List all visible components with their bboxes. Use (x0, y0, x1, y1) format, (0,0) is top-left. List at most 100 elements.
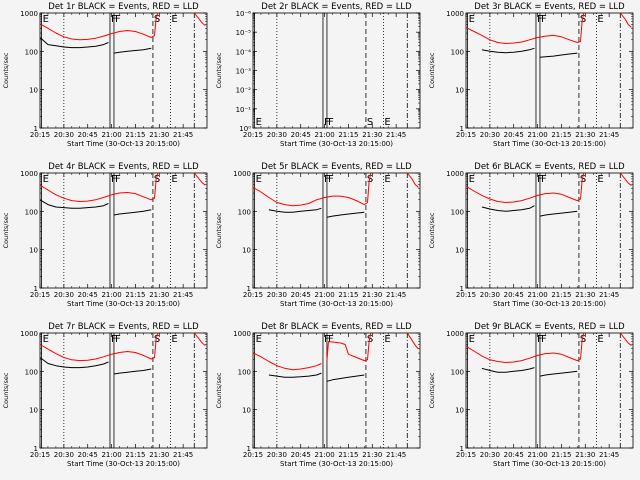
series-events-line (539, 370, 578, 377)
plot-frame (252, 172, 421, 289)
chart-title: Det 7r BLACK = Events, RED = LLD (48, 322, 199, 332)
x-tick-label: 21:00 (527, 131, 547, 139)
x-tick-label: 21:15 (338, 291, 358, 299)
plot-frame (39, 12, 208, 129)
x-axis-label: Start Time (30-Oct-13 20:15:00) (280, 140, 393, 148)
x-tick-label: 21:30 (149, 131, 169, 139)
y-tick-label: 1000 (20, 170, 38, 178)
y-axis-label: Counts/sec (2, 52, 10, 88)
x-axis-label: Start Time (30-Oct-13 20:15:00) (280, 460, 393, 468)
x-tick-label: 21:15 (125, 451, 145, 459)
event-marker-label: E (43, 174, 49, 185)
event-marker-label: S (367, 174, 373, 185)
event-marker-label: E (469, 174, 475, 185)
event-marker-label: E (597, 174, 603, 185)
series-lld-line (465, 332, 585, 363)
plot-frame (252, 12, 421, 129)
y-tick-label: 10⁻⁵ (236, 29, 252, 37)
y-tick-label: 10 (29, 407, 38, 415)
series-lld-line (326, 332, 372, 362)
x-tick-label: 20:15 (30, 451, 50, 459)
y-axis-label: Counts/sec (215, 52, 223, 88)
x-tick-label: 21:45 (173, 451, 193, 459)
x-tick-label: 21:30 (575, 131, 595, 139)
y-tick-label: 1000 (446, 330, 464, 338)
y-tick-label: 100 (451, 368, 464, 376)
x-tick-label: 20:30 (267, 451, 287, 459)
chart-title: Det 8r BLACK = Events, RED = LLD (261, 322, 412, 332)
x-tick-label: 20:30 (54, 291, 74, 299)
x-tick-label: 20:45 (78, 291, 98, 299)
event-marker-label: E (469, 14, 475, 25)
event-marker-label: E (256, 334, 262, 345)
x-tick-label: 21:45 (386, 291, 406, 299)
panel-det-7: Det 7r BLACK = Events, RED = LLD 1 10 100 10… (2, 322, 208, 468)
event-marker-label: F (328, 174, 334, 185)
series-lld-line (619, 172, 632, 186)
x-tick-label: 21:15 (551, 291, 571, 299)
y-tick-label: 1 (247, 445, 251, 453)
y-axis-label: Counts/sec (2, 212, 10, 248)
chart-title: Det 4r BLACK = Events, RED = LLD (48, 162, 199, 172)
event-marker-label: E (469, 334, 475, 345)
x-axis-label: Start Time (30-Oct-13 20:15:00) (67, 460, 180, 468)
x-tick-label: 20:45 (78, 451, 98, 459)
panel-det-3: Det 3r BLACK = Events, RED = LLD 1 10 100 10… (428, 2, 634, 148)
x-tick-label: 21:45 (599, 451, 619, 459)
plot-frame (39, 332, 208, 449)
x-tick-label: 21:45 (173, 291, 193, 299)
event-marker-label: S (580, 174, 586, 185)
y-tick-label: 100 (238, 368, 251, 376)
y-tick-label: 10 (455, 87, 464, 95)
y-axis-label: Counts/sec (215, 372, 223, 408)
event-marker-label: F (115, 174, 121, 185)
panel-det-1: Det 1r BLACK = Events, RED = LLD 1 10 100 10… (2, 2, 208, 148)
x-tick-label: 21:15 (125, 131, 145, 139)
plot-frame (252, 332, 421, 449)
x-tick-label: 21:15 (338, 451, 358, 459)
y-tick-label: 10 (455, 247, 464, 255)
x-tick-label: 20:30 (54, 131, 74, 139)
series-lld-line (619, 332, 632, 346)
y-tick-label: 1 (460, 445, 464, 453)
y-tick-label: 10 (29, 87, 38, 95)
series-events-line (481, 47, 535, 54)
x-tick-label: 20:45 (291, 131, 311, 139)
x-tick-label: 21:00 (527, 451, 547, 459)
y-tick-label: 1 (460, 285, 464, 293)
x-tick-label: 21:30 (149, 451, 169, 459)
series-events-line (539, 52, 578, 58)
x-tick-label: 20:45 (504, 131, 524, 139)
x-tick-label: 20:15 (30, 131, 50, 139)
x-tick-label: 20:45 (78, 131, 98, 139)
x-tick-label: 21:00 (314, 291, 334, 299)
x-tick-label: 21:15 (551, 451, 571, 459)
panel-det-4: Det 4r BLACK = Events, RED = LLD 1 10 100 10… (2, 162, 208, 308)
y-tick-label: 1 (247, 285, 251, 293)
x-tick-label: 20:15 (243, 451, 263, 459)
y-tick-label: 100 (25, 48, 38, 56)
chart-title: Det 1r BLACK = Events, RED = LLD (48, 2, 199, 12)
series-events-line (39, 199, 109, 209)
series-lld-line (465, 172, 585, 203)
y-axis-label: Counts/sec (2, 372, 10, 408)
panel-det-9: Det 9r BLACK = Events, RED = LLD 1 10 100 10… (428, 322, 634, 468)
x-tick-label: 20:15 (30, 291, 50, 299)
y-tick-label: 10 (29, 247, 38, 255)
event-marker-label: F (541, 174, 547, 185)
chart-title: Det 6r BLACK = Events, RED = LLD (474, 162, 625, 172)
x-tick-label: 20:30 (480, 291, 500, 299)
y-tick-label: 100 (25, 368, 38, 376)
plot-frame (465, 12, 634, 129)
panel-det-6: Det 6r BLACK = Events, RED = LLD 1 10 100 10… (428, 162, 634, 308)
event-marker-label: S (154, 14, 160, 25)
y-tick-label: 1000 (233, 170, 251, 178)
event-marker-label: S (367, 334, 373, 345)
y-tick-label: 10 (242, 407, 251, 415)
y-tick-label: 10 (455, 407, 464, 415)
x-tick-label: 21:30 (575, 451, 595, 459)
event-marker-label: F (115, 14, 121, 25)
series-lld-line (39, 12, 159, 41)
event-marker-label: E (384, 117, 390, 128)
y-tick-label: 1 (34, 125, 38, 133)
